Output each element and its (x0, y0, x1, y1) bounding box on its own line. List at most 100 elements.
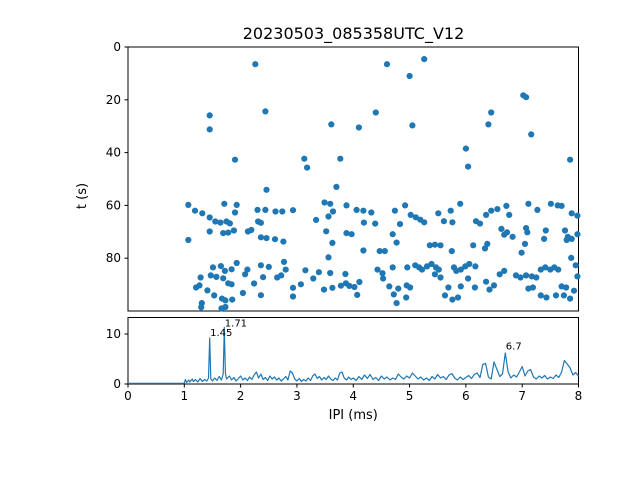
scatter-point (524, 229, 531, 236)
y-tick-label: 40 (106, 146, 121, 160)
scatter-point (220, 275, 227, 282)
y-tick-label: 80 (106, 251, 121, 265)
scatter-point (534, 206, 541, 213)
scatter-point (471, 284, 478, 291)
scatter-point (396, 221, 404, 228)
scatter-point (506, 211, 513, 218)
scatter-point (440, 218, 447, 225)
scatter-point (356, 278, 363, 286)
scatter-point (343, 230, 350, 237)
scatter-point (254, 206, 261, 213)
scatter-point (483, 211, 490, 218)
scatter-point (525, 200, 532, 207)
scatter-point (229, 296, 236, 303)
scatter-point (222, 303, 229, 311)
scatter-point (457, 283, 464, 290)
scatter-point (197, 274, 204, 281)
scatter-point (466, 260, 473, 268)
scatter-point (325, 213, 332, 220)
scatter-point (289, 284, 297, 291)
scatter-point (242, 271, 249, 278)
scatter-point (343, 202, 350, 209)
scatter-point (355, 124, 362, 131)
scatter-point (231, 156, 239, 163)
peak-annotation: 1.45 (210, 328, 232, 339)
scatter-point (448, 248, 455, 255)
scatter-point (563, 236, 570, 244)
scatter-point (244, 266, 251, 273)
scatter-point (488, 109, 495, 116)
ipi-line-plot: 0 10 0 1 2 3 4 5 6 7 8 IPI (ms) 1.451.71 6.7 (106, 317, 582, 423)
scatter-point (421, 56, 428, 63)
scatter-point (263, 235, 270, 242)
scatter-point (280, 238, 287, 245)
scatter-point (198, 304, 205, 311)
scatter-point (568, 210, 575, 217)
scatter-point (206, 112, 213, 119)
scatter-point (206, 214, 213, 221)
scatter-point (185, 201, 192, 208)
x-tick-label: 0 (124, 389, 132, 403)
scatter-point (280, 258, 288, 265)
scatter-point (329, 208, 337, 215)
scatter-point (483, 278, 490, 285)
scatter-point (563, 284, 570, 291)
scatter-point (225, 229, 232, 236)
scatter-point (476, 220, 484, 227)
scatter-point (537, 292, 544, 299)
scatter-point (360, 207, 367, 214)
scatter-point (509, 233, 516, 240)
scatter-point (572, 262, 579, 269)
scatter-point (431, 241, 438, 248)
scatter-point (279, 208, 286, 215)
scatter-point (567, 156, 574, 163)
scatter-point (435, 266, 442, 273)
scatter-point (204, 287, 211, 294)
peak-annotation: 6.7 (506, 342, 522, 353)
scatter-point (567, 295, 574, 302)
scatter-point (568, 235, 575, 242)
scatter-point (327, 269, 334, 277)
scatter-point (248, 226, 255, 234)
scatter-point (221, 267, 228, 274)
scatter-point (313, 216, 320, 223)
scatter-point (403, 294, 410, 301)
scatter-point (260, 274, 267, 281)
scatter-point (490, 282, 498, 289)
scatter-point (333, 183, 340, 190)
scatter-point (386, 283, 393, 290)
scatter-point (543, 294, 550, 301)
scatter-point (257, 219, 264, 226)
scatter-point (503, 229, 511, 236)
scatter-point (228, 281, 235, 288)
scatter-point (222, 297, 229, 304)
scatter-point (297, 281, 304, 288)
scatter-point (501, 267, 508, 274)
scatter-point (409, 122, 416, 129)
scatter-point (560, 292, 568, 299)
scatter-point (327, 200, 334, 207)
scatter-point (351, 283, 358, 291)
scatter-point (518, 249, 525, 256)
scatter-point (217, 219, 224, 226)
scatter-point (233, 201, 240, 208)
scatter-point (457, 266, 464, 273)
scatter-point (462, 145, 469, 152)
scatter-point (574, 273, 581, 280)
scatter-point (441, 292, 449, 299)
scatter-point (470, 242, 477, 249)
scatter-point (418, 266, 426, 273)
scatter-point (552, 292, 560, 299)
scatter-point (360, 247, 367, 254)
scatter-point (547, 200, 555, 207)
scatter-point (421, 219, 428, 226)
ipi-line (128, 326, 579, 384)
scatter-point (447, 207, 454, 214)
scatter-point (346, 282, 353, 289)
scatter-point (217, 263, 224, 270)
scatter-point (289, 207, 297, 214)
y-axis-label: t (s) (75, 183, 90, 209)
scatter-point (231, 209, 239, 216)
scatter-point (406, 72, 413, 80)
